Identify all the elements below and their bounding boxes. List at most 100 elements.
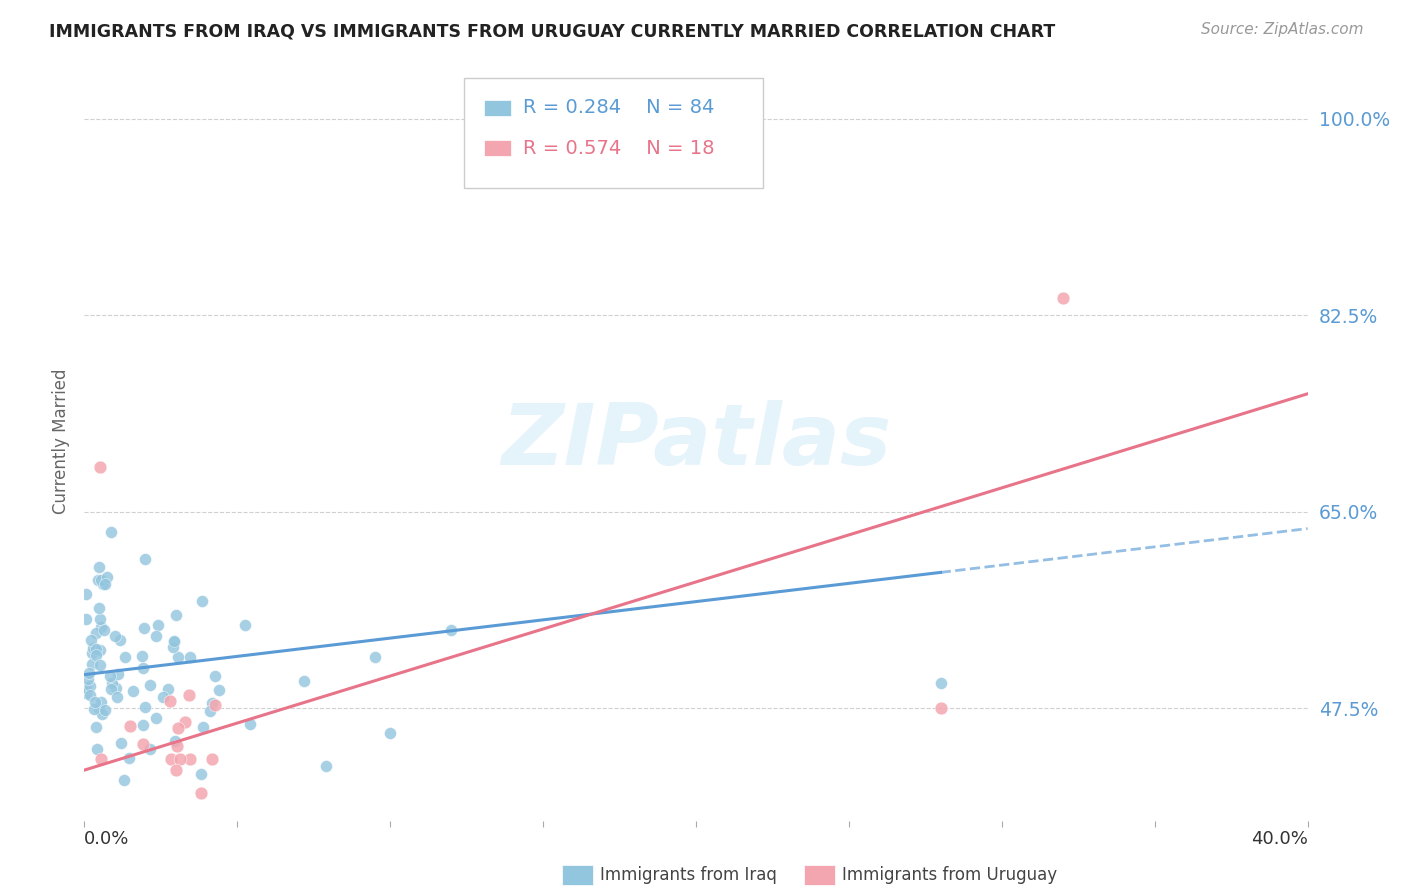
- Point: [121, 684, 143, 698]
- Point: [204, 698, 226, 712]
- Point: [179, 752, 201, 766]
- Point: [82, 657, 104, 671]
- Point: [132, 621, 155, 635]
- Point: [166, 721, 188, 735]
- Point: [104, 681, 127, 696]
- Point: [104, 629, 127, 643]
- Text: Immigrants from Uruguay: Immigrants from Uruguay: [842, 866, 1057, 884]
- Point: [82, 640, 104, 655]
- Point: [165, 608, 187, 623]
- Point: [98, 669, 121, 683]
- Point: [198, 704, 221, 718]
- Point: [114, 649, 136, 664]
- Point: [156, 681, 179, 696]
- Point: [160, 752, 183, 766]
- Point: [87, 559, 110, 574]
- Point: [83, 702, 105, 716]
- Point: [84, 642, 107, 657]
- Point: [134, 552, 156, 566]
- Point: [87, 574, 110, 588]
- Point: [145, 711, 167, 725]
- Point: [86, 742, 108, 756]
- Point: [93, 624, 115, 638]
- Point: [110, 736, 132, 750]
- Point: [132, 717, 155, 731]
- Point: [132, 661, 155, 675]
- Point: [100, 682, 122, 697]
- Point: [163, 733, 186, 747]
- Point: [75, 686, 97, 700]
- Point: [89, 612, 111, 626]
- Point: [169, 752, 191, 766]
- Point: [162, 633, 184, 648]
- Point: [146, 617, 169, 632]
- Point: [134, 700, 156, 714]
- Point: [94, 703, 117, 717]
- Point: [84, 625, 107, 640]
- Point: [204, 669, 226, 683]
- Text: ZIPatlas: ZIPatlas: [501, 400, 891, 483]
- Point: [90, 752, 112, 766]
- Point: [238, 717, 260, 731]
- Point: [179, 649, 201, 664]
- Point: [179, 688, 201, 702]
- Point: [145, 629, 167, 643]
- Point: [191, 594, 214, 608]
- Point: [91, 707, 114, 722]
- Point: [139, 742, 162, 756]
- Point: [76, 672, 98, 686]
- Point: [77, 665, 100, 680]
- FancyBboxPatch shape: [464, 78, 763, 187]
- Point: [94, 577, 117, 591]
- Point: [90, 573, 112, 587]
- Point: [80, 646, 103, 660]
- Point: [75, 612, 97, 626]
- Point: [152, 690, 174, 705]
- Point: [91, 576, 114, 591]
- Point: [80, 632, 103, 647]
- Point: [315, 759, 337, 773]
- Point: [100, 524, 122, 539]
- Point: [191, 720, 214, 734]
- Point: [174, 714, 197, 729]
- Point: [112, 772, 135, 787]
- Text: R = 0.284    N = 84: R = 0.284 N = 84: [523, 98, 714, 118]
- Text: Immigrants from Iraq: Immigrants from Iraq: [600, 866, 778, 884]
- Point: [87, 702, 110, 716]
- Point: [292, 674, 315, 689]
- Point: [120, 719, 142, 733]
- Point: [118, 751, 141, 765]
- Point: [364, 650, 387, 665]
- Point: [75, 587, 97, 601]
- Point: [101, 676, 124, 690]
- Point: [440, 623, 463, 637]
- Text: R = 0.574    N = 18: R = 0.574 N = 18: [523, 138, 716, 158]
- Text: Source: ZipAtlas.com: Source: ZipAtlas.com: [1201, 22, 1364, 37]
- Point: [929, 676, 952, 690]
- Point: [89, 459, 111, 474]
- Y-axis label: Currently Married: Currently Married: [52, 368, 70, 515]
- Point: [79, 679, 101, 693]
- Point: [96, 570, 118, 584]
- Point: [79, 688, 101, 702]
- Point: [190, 767, 212, 781]
- Point: [107, 667, 129, 681]
- Point: [163, 634, 186, 648]
- Point: [1052, 291, 1074, 305]
- Point: [90, 620, 112, 634]
- Point: [166, 739, 188, 753]
- Point: [162, 640, 184, 654]
- Bar: [484, 140, 512, 156]
- Point: [159, 694, 181, 708]
- Point: [165, 763, 187, 777]
- Point: [84, 648, 107, 662]
- Point: [89, 600, 111, 615]
- Text: IMMIGRANTS FROM IRAQ VS IMMIGRANTS FROM URUGUAY CURRENTLY MARRIED CORRELATION CH: IMMIGRANTS FROM IRAQ VS IMMIGRANTS FROM …: [49, 22, 1056, 40]
- Bar: [484, 100, 512, 116]
- Point: [131, 737, 153, 751]
- Point: [201, 697, 224, 711]
- Point: [139, 678, 162, 692]
- Text: 0.0%: 0.0%: [84, 830, 129, 847]
- Point: [208, 683, 231, 698]
- Point: [90, 695, 112, 709]
